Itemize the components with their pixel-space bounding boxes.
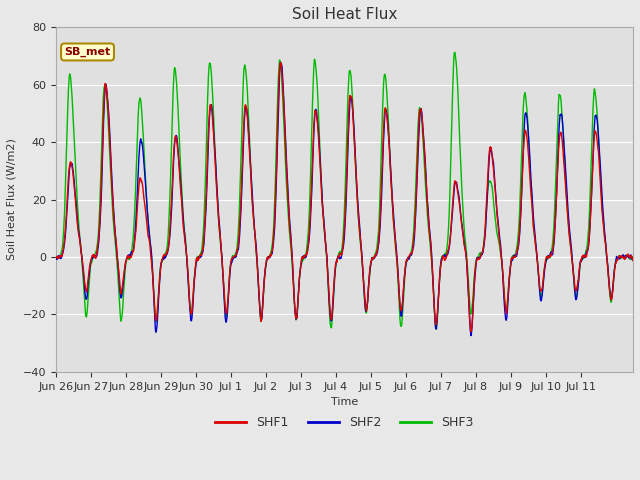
- SHF1: [52, 254, 60, 260]
- SHF1: [298, 255, 306, 261]
- SHF1: [556, 132, 564, 138]
- SHF3: [629, 254, 637, 260]
- SHF2: [298, 254, 306, 260]
- SHF3: [298, 258, 306, 264]
- SHF3: [451, 49, 459, 55]
- SHF1: [467, 328, 475, 334]
- SHF2: [618, 254, 626, 260]
- SHF1: [152, 317, 159, 323]
- SHF1: [276, 60, 284, 65]
- SHF2: [467, 333, 475, 338]
- SHF2: [118, 294, 125, 300]
- SHF2: [556, 115, 564, 120]
- SHF3: [556, 92, 564, 98]
- SHF2: [52, 255, 60, 261]
- SHF3: [433, 326, 440, 332]
- SHF1: [118, 289, 125, 295]
- SHF1: [618, 253, 626, 259]
- Line: SHF3: SHF3: [56, 52, 633, 329]
- Title: Soil Heat Flux: Soil Heat Flux: [292, 7, 397, 22]
- Line: SHF2: SHF2: [56, 63, 633, 336]
- SHF3: [273, 114, 281, 120]
- X-axis label: Time: Time: [331, 397, 358, 407]
- SHF3: [118, 316, 125, 322]
- SHF1: [629, 257, 637, 263]
- SHF2: [277, 60, 285, 66]
- SHF2: [629, 257, 637, 263]
- Legend: SHF1, SHF2, SHF3: SHF1, SHF2, SHF3: [210, 411, 479, 434]
- SHF1: [273, 140, 281, 145]
- Line: SHF1: SHF1: [56, 62, 633, 331]
- SHF3: [52, 253, 60, 259]
- Text: SB_met: SB_met: [65, 47, 111, 57]
- SHF2: [152, 329, 159, 335]
- SHF3: [152, 317, 159, 323]
- Y-axis label: Soil Heat Flux (W/m2): Soil Heat Flux (W/m2): [7, 139, 17, 261]
- SHF3: [618, 253, 626, 259]
- SHF2: [273, 153, 281, 158]
